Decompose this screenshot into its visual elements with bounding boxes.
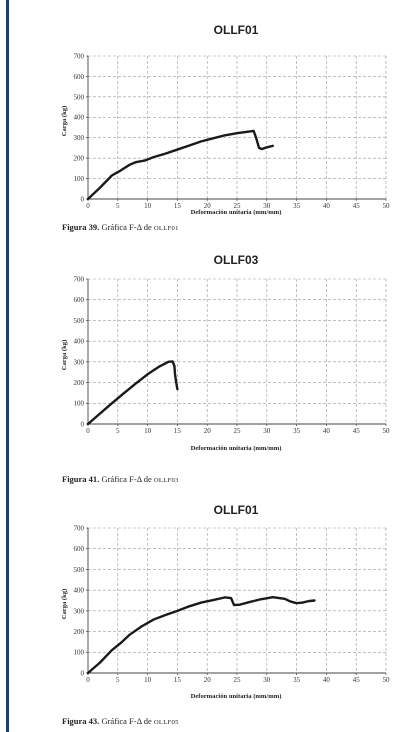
y-axis-label: Carga (kg): [61, 106, 68, 137]
x-tick-label: 0: [86, 202, 90, 210]
x-tick-label: 15: [174, 427, 182, 435]
chart-title: OLLF01: [214, 503, 259, 517]
x-tick-label: 20: [204, 202, 212, 210]
x-tick-label: 25: [234, 676, 242, 684]
y-tick-label: 500: [74, 566, 85, 574]
x-tick-label: 5: [116, 202, 120, 210]
x-tick-label: 10: [144, 676, 152, 684]
x-tick-label: 10: [144, 427, 152, 435]
y-tick-label: 400: [74, 338, 85, 346]
caption-label: Figura 39.: [62, 222, 100, 232]
y-tick-label: 400: [74, 587, 85, 595]
x-tick-label: 35: [293, 676, 301, 684]
x-tick-label: 20: [204, 427, 212, 435]
y-tick-label: 100: [74, 400, 85, 408]
x-tick-label: 0: [86, 427, 90, 435]
figure-caption: Figura 41. Gráfica F-Δ de ollf03: [62, 474, 179, 484]
y-tick-label: 700: [74, 275, 85, 283]
x-tick-label: 40: [323, 202, 331, 210]
left-margin-rule: [6, 0, 9, 732]
caption-code: ollf05: [153, 719, 179, 726]
x-axis-label: Deformación unitaria (mm/mm): [191, 693, 282, 700]
y-tick-label: 200: [74, 155, 85, 163]
x-tick-label: 10: [144, 202, 152, 210]
x-tick-label: 45: [353, 676, 361, 684]
caption-text: Gráfica F-Δ de: [101, 474, 152, 484]
caption-label: Figura 43.: [62, 716, 100, 726]
x-tick-label: 20: [204, 676, 212, 684]
chart-3: OLLF01 0 5 10 15 20 25 30 35 40 45 500100200300400…: [61, 503, 391, 700]
caption-code: ollf03: [153, 477, 179, 484]
y-tick-label: 0: [81, 195, 85, 203]
y-tick-label: 300: [74, 134, 85, 142]
x-tick-label: 40: [323, 427, 331, 435]
y-axis-label: Carga (kg): [61, 340, 68, 371]
x-tick-label: 35: [293, 202, 301, 210]
chart-2: OLLF03 0 5 10 15 20 25 30 35 40 45 500100200300400…: [61, 253, 391, 452]
x-tick-label: 45: [353, 427, 361, 435]
y-tick-label: 600: [74, 545, 85, 553]
caption-text: Gráfica F-Δ de: [101, 716, 152, 726]
x-tick-label: 30: [263, 202, 271, 210]
figure-caption: Figura 43. Gráfica F-Δ de ollf05: [62, 716, 179, 726]
series-line: [86, 595, 316, 675]
chart-title: OLLF03: [214, 253, 259, 267]
x-tick-label: 50: [383, 427, 391, 435]
x-tick-label: 5: [116, 676, 120, 684]
x-tick-label: 50: [383, 202, 391, 210]
x-tick-label: 25: [234, 202, 242, 210]
caption-code: ollf01: [153, 225, 179, 232]
y-tick-label: 700: [74, 52, 85, 60]
x-tick-label: 25: [234, 427, 242, 435]
chart-1: OLLF01 0 5 10 15 20 25 30 35 40 45 500100200300400…: [61, 23, 391, 216]
x-tick-label: 5: [116, 427, 120, 435]
x-tick-label: 30: [263, 676, 271, 684]
x-tick-label: 50: [383, 676, 391, 684]
y-tick-label: 200: [74, 628, 85, 636]
x-tick-label: 15: [174, 676, 182, 684]
y-tick-label: 500: [74, 317, 85, 325]
caption-label: Figura 41.: [62, 474, 100, 484]
figure-caption: Figura 39. Gráfica F-Δ de ollf01: [62, 222, 179, 232]
y-tick-label: 600: [74, 73, 85, 81]
chart-title: OLLF01: [214, 23, 259, 37]
series-line: [86, 360, 179, 426]
y-tick-label: 400: [74, 114, 85, 122]
x-tick-label: 15: [174, 202, 182, 210]
y-axis-label: Carga (kg): [61, 589, 68, 620]
y-tick-label: 0: [81, 669, 85, 677]
y-tick-label: 700: [74, 524, 85, 532]
y-tick-label: 600: [74, 296, 85, 304]
y-tick-label: 0: [81, 420, 85, 428]
y-tick-label: 100: [74, 649, 85, 657]
y-tick-label: 500: [74, 93, 85, 101]
caption-text: Gráfica F-Δ de: [101, 222, 152, 232]
y-tick-label: 200: [74, 379, 85, 387]
x-tick-label: 0: [86, 676, 90, 684]
x-tick-label: 40: [323, 676, 331, 684]
x-tick-label: 30: [263, 427, 271, 435]
x-axis-label: Deformación unitaria (mm/mm): [191, 209, 282, 216]
x-axis-label: Deformación unitaria (mm/mm): [191, 445, 282, 452]
series-line: [86, 129, 274, 201]
x-tick-label: 45: [353, 202, 361, 210]
y-tick-label: 300: [74, 607, 85, 615]
y-tick-label: 100: [74, 175, 85, 183]
x-tick-label: 35: [293, 427, 301, 435]
y-tick-label: 300: [74, 358, 85, 366]
